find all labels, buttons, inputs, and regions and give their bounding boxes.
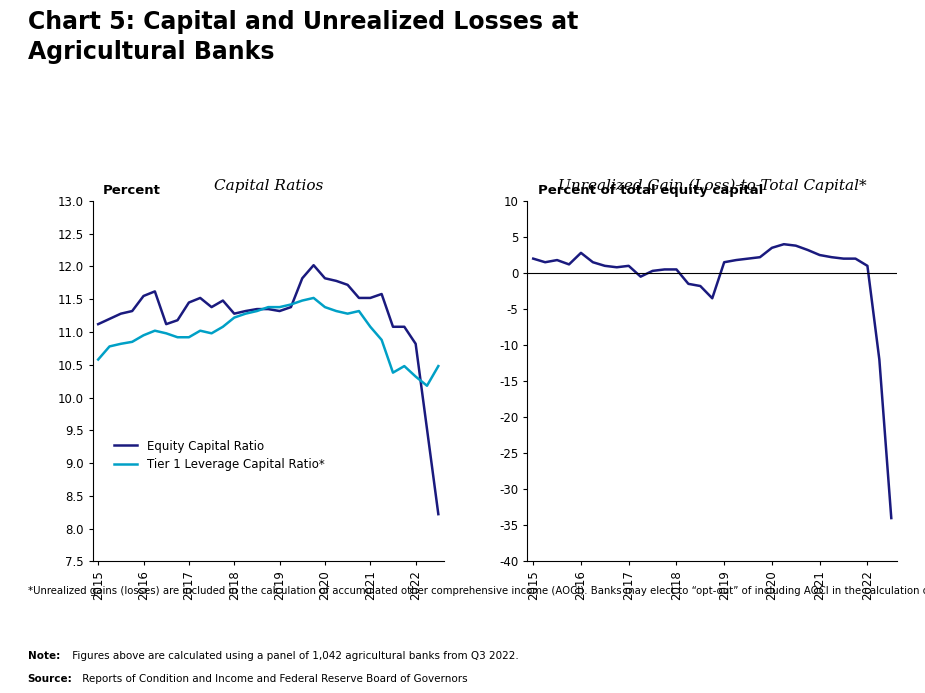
Tier 1 Leverage Capital Ratio*: [116, 340, 127, 348]
Equity Capital Ratio: [353, 294, 364, 302]
Tier 1 Leverage Capital Ratio*: [342, 310, 353, 318]
Equity Capital Ratio: [286, 303, 297, 311]
Equity Capital Ratio: [399, 323, 410, 331]
Text: Reports of Condition and Income and Federal Reserve Board of Governors: Reports of Condition and Income and Fede…: [79, 674, 467, 684]
Equity Capital Ratio: [138, 292, 149, 300]
Equity Capital Ratio: [240, 307, 251, 315]
Equity Capital Ratio: [183, 299, 194, 307]
Equity Capital Ratio: [92, 320, 104, 328]
Tier 1 Leverage Capital Ratio*: [353, 307, 364, 315]
Equity Capital Ratio: [297, 274, 308, 283]
Tier 1 Leverage Capital Ratio*: [410, 372, 421, 380]
Tier 1 Leverage Capital Ratio*: [376, 335, 388, 344]
Equity Capital Ratio: [342, 281, 353, 289]
Equity Capital Ratio: [364, 294, 376, 302]
Equity Capital Ratio: [172, 316, 183, 324]
Tier 1 Leverage Capital Ratio*: [297, 297, 308, 305]
Equity Capital Ratio: [104, 315, 115, 323]
Tier 1 Leverage Capital Ratio*: [274, 303, 285, 311]
Equity Capital Ratio: [217, 297, 228, 305]
Equity Capital Ratio: [319, 274, 330, 283]
Equity Capital Ratio: [308, 261, 319, 270]
Title: Capital Ratios: Capital Ratios: [214, 179, 323, 193]
Legend: Equity Capital Ratio, Tier 1 Leverage Capital Ratio*: Equity Capital Ratio, Tier 1 Leverage Ca…: [109, 435, 329, 476]
Tier 1 Leverage Capital Ratio*: [92, 356, 104, 364]
Tier 1 Leverage Capital Ratio*: [399, 362, 410, 370]
Equity Capital Ratio: [274, 307, 285, 315]
Tier 1 Leverage Capital Ratio*: [228, 313, 240, 322]
Tier 1 Leverage Capital Ratio*: [206, 329, 217, 337]
Text: Percent of total equity capital: Percent of total equity capital: [538, 184, 764, 198]
Equity Capital Ratio: [194, 294, 205, 302]
Text: Percent: Percent: [103, 184, 161, 198]
Tier 1 Leverage Capital Ratio*: [217, 323, 228, 331]
Tier 1 Leverage Capital Ratio*: [104, 342, 115, 351]
Equity Capital Ratio: [149, 287, 160, 295]
Tier 1 Leverage Capital Ratio*: [364, 323, 376, 331]
Tier 1 Leverage Capital Ratio*: [331, 307, 342, 315]
Tier 1 Leverage Capital Ratio*: [388, 369, 399, 377]
Tier 1 Leverage Capital Ratio*: [319, 303, 330, 311]
Equity Capital Ratio: [228, 310, 240, 318]
Equity Capital Ratio: [410, 340, 421, 348]
Equity Capital Ratio: [422, 425, 433, 433]
Text: Figures above are calculated using a panel of 1,042 agricultural banks from Q3 2: Figures above are calculated using a pan…: [69, 651, 519, 661]
Equity Capital Ratio: [331, 277, 342, 285]
Tier 1 Leverage Capital Ratio*: [263, 303, 274, 311]
Text: *Unrealized gains (losses) are included in the calculation of accumulated other : *Unrealized gains (losses) are included …: [28, 586, 925, 595]
Equity Capital Ratio: [116, 310, 127, 318]
Line: Tier 1 Leverage Capital Ratio*: Tier 1 Leverage Capital Ratio*: [98, 298, 438, 386]
Tier 1 Leverage Capital Ratio*: [308, 294, 319, 302]
Tier 1 Leverage Capital Ratio*: [286, 300, 297, 308]
Tier 1 Leverage Capital Ratio*: [422, 382, 433, 390]
Tier 1 Leverage Capital Ratio*: [138, 331, 149, 340]
Text: Agricultural Banks: Agricultural Banks: [28, 40, 274, 64]
Text: Note:: Note:: [28, 651, 60, 661]
Tier 1 Leverage Capital Ratio*: [127, 337, 138, 346]
Tier 1 Leverage Capital Ratio*: [433, 362, 444, 370]
Equity Capital Ratio: [263, 305, 274, 313]
Tier 1 Leverage Capital Ratio*: [161, 329, 172, 337]
Tier 1 Leverage Capital Ratio*: [252, 307, 263, 315]
Line: Equity Capital Ratio: Equity Capital Ratio: [98, 265, 438, 514]
Equity Capital Ratio: [433, 510, 444, 518]
Tier 1 Leverage Capital Ratio*: [172, 333, 183, 342]
Text: Chart 5: Capital and Unrealized Losses at: Chart 5: Capital and Unrealized Losses a…: [28, 10, 578, 35]
Tier 1 Leverage Capital Ratio*: [183, 333, 194, 342]
Title: Unrealized Gain (Loss)-to-Total Capital*: Unrealized Gain (Loss)-to-Total Capital*: [558, 179, 867, 193]
Equity Capital Ratio: [161, 320, 172, 328]
Text: Source:: Source:: [28, 674, 72, 684]
Equity Capital Ratio: [376, 290, 388, 298]
Equity Capital Ratio: [206, 303, 217, 311]
Tier 1 Leverage Capital Ratio*: [149, 326, 160, 335]
Equity Capital Ratio: [388, 323, 399, 331]
Equity Capital Ratio: [252, 305, 263, 313]
Tier 1 Leverage Capital Ratio*: [194, 326, 205, 335]
Tier 1 Leverage Capital Ratio*: [240, 310, 251, 318]
Equity Capital Ratio: [127, 307, 138, 315]
